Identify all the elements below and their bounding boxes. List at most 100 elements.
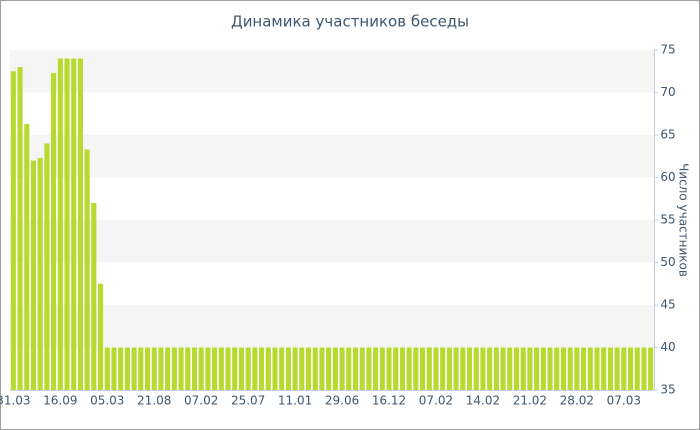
bar [165,347,171,390]
bar [232,347,238,390]
bar [466,347,473,390]
bar [581,347,587,390]
bar [406,347,412,390]
x-tick-label: 07.02 [419,394,453,408]
bar [460,347,466,390]
bar [17,67,23,390]
bar [547,347,553,390]
x-tick-label: 28.02 [560,394,594,408]
bar [131,347,137,390]
bar [57,58,63,390]
bar [373,347,379,390]
bar [554,347,560,390]
bar [191,347,198,390]
bar [413,347,419,390]
bar [84,149,90,390]
bar [487,347,493,390]
bar [534,347,540,390]
bar [540,347,546,390]
bar [560,347,566,390]
bar [292,347,298,390]
bar [245,347,251,390]
bar [98,283,104,390]
bar [607,347,613,390]
bar [305,347,312,390]
bar [634,347,640,390]
x-tick-label: 31.03 [0,394,31,408]
bar [30,160,37,390]
bar [218,347,224,390]
bar [453,347,459,390]
x-tick-label: 14.02 [466,394,500,408]
bar [299,347,305,390]
bar [178,347,184,390]
bar [111,347,117,390]
bar [346,347,352,390]
bar [319,347,325,390]
bar [500,347,506,390]
bar [621,347,627,390]
y-tick-label: 40 [660,340,675,354]
bar [144,347,151,390]
bar [238,347,244,390]
bar [171,347,177,390]
bar [272,347,278,390]
bar [379,347,385,390]
bar [91,203,97,390]
x-tick-label: 11.01 [278,394,312,408]
bar [520,347,526,390]
bar [587,347,593,390]
bar [205,347,211,390]
bar [118,347,124,390]
bar [279,347,285,390]
bar [332,347,338,390]
bar [440,347,446,390]
bar [326,347,332,390]
bar [252,347,258,390]
bar [104,347,110,390]
bar [594,347,600,390]
bar [567,347,573,390]
bar [212,347,218,390]
y-tick-label: 50 [660,255,675,269]
bar [446,347,452,390]
bar [198,347,204,390]
bar [265,347,271,390]
bar [158,347,164,390]
bar [507,347,513,390]
bar [44,143,50,390]
bar [124,347,130,390]
bar [399,347,405,390]
plot-band [10,50,654,93]
bar [151,347,157,390]
bar [574,347,580,390]
bar [393,347,399,390]
bar [480,347,486,390]
bar [285,347,291,390]
bar [225,347,231,390]
y-tick-label: 75 [660,43,675,57]
bar [77,58,83,390]
bar [359,347,365,390]
bar [64,58,70,390]
x-tick-label: 21.02 [513,394,547,408]
plot-band [10,305,654,348]
x-tick-label: 05.03 [90,394,124,408]
bar [51,72,57,390]
bar [641,347,647,390]
bar [648,347,654,390]
bar [527,347,533,390]
bar [138,347,144,390]
bar [352,347,359,390]
bar [420,347,426,390]
bar [493,347,499,390]
x-tick-label: 25.07 [231,394,265,408]
plot-band [10,220,654,263]
x-tick-label: 16.12 [372,394,406,408]
bar [24,123,30,390]
bar [513,347,520,390]
y-tick-label: 35 [660,383,675,397]
x-tick-label: 07.02 [184,394,218,408]
y-axis-title: Число участников [677,163,691,277]
y-tick-label: 60 [660,170,675,184]
